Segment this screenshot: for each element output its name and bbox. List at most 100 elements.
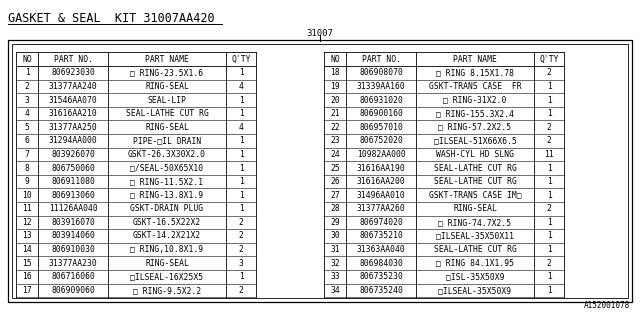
Text: 33: 33 xyxy=(330,272,340,281)
Text: 15: 15 xyxy=(22,259,32,268)
Text: 5: 5 xyxy=(24,123,29,132)
Text: □ RING-57.2X2.5: □ RING-57.2X2.5 xyxy=(438,123,511,132)
Text: 28: 28 xyxy=(330,204,340,213)
Text: 14: 14 xyxy=(22,245,32,254)
Text: 31616AA190: 31616AA190 xyxy=(356,164,405,172)
Text: PART NAME: PART NAME xyxy=(145,54,189,63)
Text: 806716060: 806716060 xyxy=(51,272,95,281)
Text: 1: 1 xyxy=(547,177,552,186)
Text: 31363AA040: 31363AA040 xyxy=(356,245,405,254)
Text: □ RING-9.5X2.2: □ RING-9.5X2.2 xyxy=(133,286,201,295)
Text: 803926070: 803926070 xyxy=(51,150,95,159)
Text: 7: 7 xyxy=(24,150,29,159)
Text: 19: 19 xyxy=(330,82,340,91)
Bar xyxy=(8,40,632,302)
Text: 2: 2 xyxy=(24,82,29,91)
Text: WASH-CYL HD SLNG: WASH-CYL HD SLNG xyxy=(436,150,514,159)
Text: 20: 20 xyxy=(330,95,340,105)
Text: 4: 4 xyxy=(24,109,29,118)
Text: 806974020: 806974020 xyxy=(359,218,403,227)
Text: GSKT-TRANS CASE  FR: GSKT-TRANS CASE FR xyxy=(429,82,522,91)
Text: 806931020: 806931020 xyxy=(359,95,403,105)
Text: 1: 1 xyxy=(547,286,552,295)
Text: Q'TY: Q'TY xyxy=(540,54,559,63)
Text: RING-SEAL: RING-SEAL xyxy=(145,123,189,132)
Text: 1: 1 xyxy=(547,218,552,227)
Text: GSKT-26.3X30X2.0: GSKT-26.3X30X2.0 xyxy=(128,150,206,159)
Text: 18: 18 xyxy=(330,68,340,77)
Text: 1: 1 xyxy=(547,82,552,91)
Text: 3: 3 xyxy=(24,95,29,105)
Text: Q'TY: Q'TY xyxy=(231,54,251,63)
Text: 31377AA260: 31377AA260 xyxy=(356,204,405,213)
Text: □ RING-13.8X1.9: □ RING-13.8X1.9 xyxy=(131,191,204,200)
Text: 8: 8 xyxy=(24,164,29,172)
Text: 1: 1 xyxy=(547,245,552,254)
Text: 806984030: 806984030 xyxy=(359,259,403,268)
Text: 806910030: 806910030 xyxy=(51,245,95,254)
Text: 1: 1 xyxy=(239,177,243,186)
Text: 16: 16 xyxy=(22,272,32,281)
Text: □ RING,10.8X1.9: □ RING,10.8X1.9 xyxy=(131,245,204,254)
Text: SEAL-LATHE CUT RG: SEAL-LATHE CUT RG xyxy=(433,245,516,254)
Text: 2: 2 xyxy=(239,218,243,227)
Text: 25: 25 xyxy=(330,164,340,172)
Text: GSKT-14.2X21X2: GSKT-14.2X21X2 xyxy=(133,231,201,241)
Text: 32: 32 xyxy=(330,259,340,268)
Text: SEAL-LATHE CUT RG: SEAL-LATHE CUT RG xyxy=(433,177,516,186)
Text: 2: 2 xyxy=(547,123,552,132)
Text: 17: 17 xyxy=(22,286,32,295)
Text: SEAL-LIP: SEAL-LIP xyxy=(147,95,186,105)
Text: 31616AA200: 31616AA200 xyxy=(356,177,405,186)
Text: 31546AA070: 31546AA070 xyxy=(49,95,97,105)
Text: NO: NO xyxy=(22,54,32,63)
Text: 10: 10 xyxy=(22,191,32,200)
Text: 806909060: 806909060 xyxy=(51,286,95,295)
Text: □/SEAL-50X65X10: □/SEAL-50X65X10 xyxy=(131,164,204,172)
Text: 1: 1 xyxy=(547,164,552,172)
Text: 803916070: 803916070 xyxy=(51,218,95,227)
Text: 2: 2 xyxy=(239,245,243,254)
Text: □ILSEAL-16X25X5: □ILSEAL-16X25X5 xyxy=(131,272,204,281)
Text: □ILSEAL-35X50X11: □ILSEAL-35X50X11 xyxy=(436,231,514,241)
Text: NO: NO xyxy=(330,54,340,63)
Text: □ RING-31X2.0: □ RING-31X2.0 xyxy=(444,95,507,105)
Text: 4: 4 xyxy=(239,123,243,132)
Text: □ RING-11.5X2.1: □ RING-11.5X2.1 xyxy=(131,177,204,186)
Text: 11: 11 xyxy=(544,150,554,159)
Text: 806750060: 806750060 xyxy=(51,164,95,172)
Text: 13: 13 xyxy=(22,231,32,241)
Text: 31496AA010: 31496AA010 xyxy=(356,191,405,200)
Text: 806913060: 806913060 xyxy=(51,191,95,200)
Text: 806911080: 806911080 xyxy=(51,177,95,186)
Text: 9: 9 xyxy=(24,177,29,186)
Text: 1: 1 xyxy=(239,68,243,77)
Text: SEAL-LATHE CUT RG: SEAL-LATHE CUT RG xyxy=(125,109,209,118)
Text: 21: 21 xyxy=(330,109,340,118)
Text: □ RING-155.3X2.4: □ RING-155.3X2.4 xyxy=(436,109,514,118)
Text: 1: 1 xyxy=(239,204,243,213)
Text: 11126AA040: 11126AA040 xyxy=(49,204,97,213)
Text: SEAL-LATHE CUT RG: SEAL-LATHE CUT RG xyxy=(433,164,516,172)
Text: □ RING-74.7X2.5: □ RING-74.7X2.5 xyxy=(438,218,511,227)
Text: RING-SEAL: RING-SEAL xyxy=(145,82,189,91)
Text: 2: 2 xyxy=(547,259,552,268)
Text: 31377AA250: 31377AA250 xyxy=(49,123,97,132)
Text: GSKT-16.5X22X2: GSKT-16.5X22X2 xyxy=(133,218,201,227)
Text: 806908070: 806908070 xyxy=(359,68,403,77)
Text: 4: 4 xyxy=(239,82,243,91)
Text: 11: 11 xyxy=(22,204,32,213)
Text: 31377AA230: 31377AA230 xyxy=(49,259,97,268)
Text: 803914060: 803914060 xyxy=(51,231,95,241)
Text: RING-SEAL: RING-SEAL xyxy=(453,204,497,213)
Text: 31: 31 xyxy=(330,245,340,254)
Text: 31294AA000: 31294AA000 xyxy=(49,136,97,145)
Text: 3: 3 xyxy=(239,259,243,268)
Text: 27: 27 xyxy=(330,191,340,200)
Text: 23: 23 xyxy=(330,136,340,145)
Text: 806735240: 806735240 xyxy=(359,286,403,295)
Text: 12: 12 xyxy=(22,218,32,227)
Text: 806900160: 806900160 xyxy=(359,109,403,118)
Text: 2: 2 xyxy=(239,286,243,295)
Text: 806957010: 806957010 xyxy=(359,123,403,132)
